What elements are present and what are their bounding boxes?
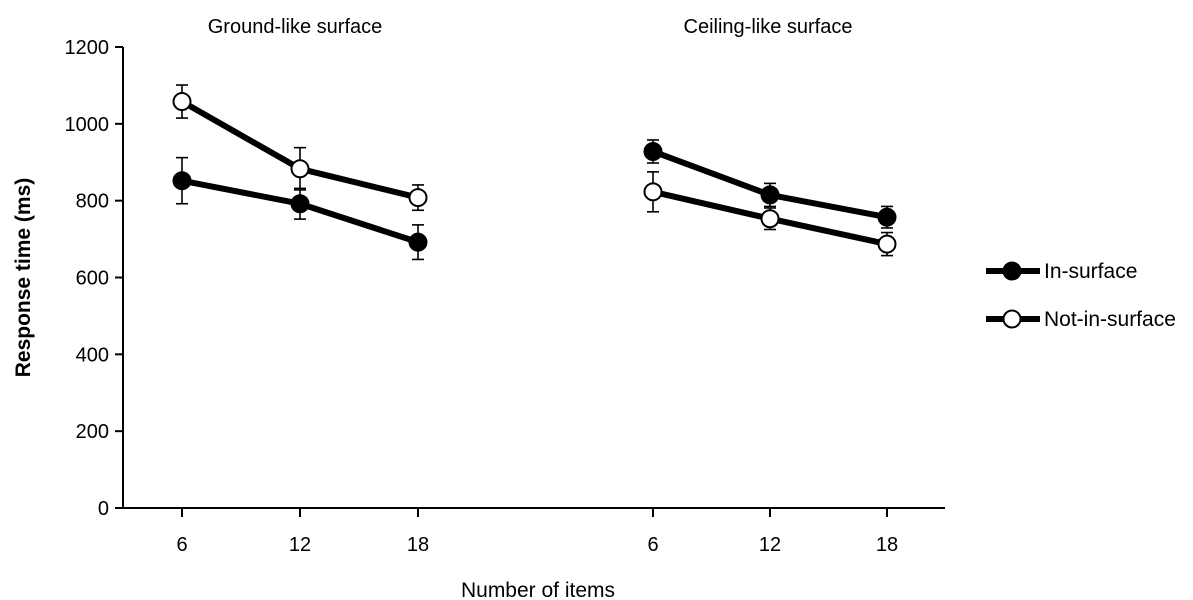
y-tick-label: 200	[76, 421, 109, 443]
x-tick-label: 6	[647, 534, 658, 556]
panel-title-ground: Ground-like surface	[208, 16, 383, 38]
legend: In-surface Not-in-surface	[986, 260, 1176, 331]
y-axis-title: Response time (ms)	[12, 178, 35, 378]
legend-marker-not-in-surface	[1002, 309, 1022, 329]
legend-item-in-surface: In-surface	[986, 260, 1137, 283]
y-tick-label: 800	[76, 191, 109, 213]
data-point-in-surface	[172, 171, 192, 191]
data-point-in-surface	[643, 141, 663, 161]
legend-item-not-in-surface: Not-in-surface	[986, 308, 1176, 331]
x-axis-title: Number of items	[461, 579, 615, 600]
data-point-not-in-surface	[408, 188, 428, 208]
y-tick-label: 600	[76, 268, 109, 290]
data-point-in-surface	[760, 185, 780, 205]
series-in-surface-panel-1	[172, 156, 428, 261]
x-tick-label: 12	[289, 534, 311, 556]
x-ticks: 6 12 18 6 12 18	[176, 508, 898, 556]
data-point-in-surface	[408, 232, 428, 252]
y-tick-label: 1200	[65, 37, 110, 59]
y-tick-label: 400	[76, 344, 109, 366]
series-not-in-surface-panel-1	[172, 84, 428, 212]
series-not-in-surface-panel-2	[643, 171, 897, 257]
data-point-not-in-surface	[290, 159, 310, 179]
legend-label-in-surface: In-surface	[1044, 260, 1137, 283]
legend-marker-in-surface	[1002, 261, 1022, 281]
data-point-not-in-surface	[172, 92, 192, 112]
x-tick-label: 6	[176, 534, 187, 556]
data-point-in-surface	[290, 194, 310, 214]
data-point-not-in-surface	[877, 234, 897, 254]
data-point-not-in-surface	[643, 182, 663, 202]
x-tick-label: 12	[759, 534, 781, 556]
data-point-not-in-surface	[760, 209, 780, 229]
series-in-surface-panel-2	[643, 139, 897, 229]
y-ticks: 0 200 400 600 800 1000 1200	[65, 37, 123, 520]
y-tick-label: 1000	[65, 114, 110, 136]
y-tick-label: 0	[98, 498, 109, 520]
x-tick-label: 18	[407, 534, 429, 556]
plot-area	[172, 84, 897, 261]
x-tick-label: 18	[876, 534, 898, 556]
panel-title-ceiling: Ceiling-like surface	[684, 16, 853, 38]
data-point-in-surface	[877, 207, 897, 227]
legend-label-not-in-surface: Not-in-surface	[1044, 308, 1176, 331]
axes: 0 200 400 600 800 1000 1200 6 12 18 6 12 18	[65, 37, 945, 556]
